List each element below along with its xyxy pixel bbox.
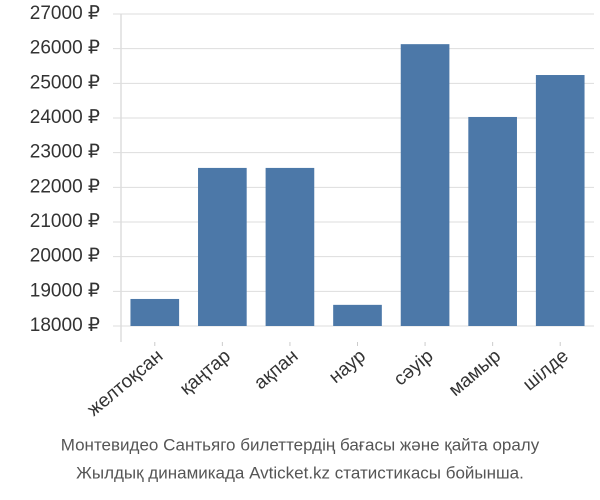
x-tick-label: қаңтар xyxy=(176,346,235,400)
y-tick-label: 27000 ₽ xyxy=(30,3,100,24)
bar xyxy=(130,298,180,326)
y-tick-label: 26000 ₽ xyxy=(30,38,100,59)
y-tick-label: 19000 ₽ xyxy=(30,280,100,301)
y-tick-label: 25000 ₽ xyxy=(30,72,100,93)
bar xyxy=(198,167,247,326)
bar xyxy=(535,75,585,326)
y-tick-label: 21000 ₽ xyxy=(30,211,100,232)
x-tick-label: шілде xyxy=(519,346,573,396)
x-tick-label: наур xyxy=(325,346,370,388)
chart-subtitle: Жылдық динамикада Avticket.kz статистика… xyxy=(76,463,524,482)
x-tick-label: сәуір xyxy=(390,346,437,391)
x-tick-label: ақпан xyxy=(250,346,302,394)
y-tick-label: 22000 ₽ xyxy=(30,176,100,197)
bar xyxy=(265,167,315,326)
y-tick-label: 23000 ₽ xyxy=(30,142,100,163)
chart-title: Монтевидео Сантьяго билеттердің бағасы ж… xyxy=(61,435,540,454)
x-tick-label: мамыр xyxy=(445,346,505,401)
y-tick-label: 24000 ₽ xyxy=(30,107,100,128)
x-tick-label: желтоқсан xyxy=(84,346,168,421)
y-tick-label: 18000 ₽ xyxy=(30,315,100,336)
y-tick-label: 20000 ₽ xyxy=(30,246,100,267)
bar xyxy=(333,304,382,326)
bar xyxy=(400,44,450,326)
bar xyxy=(468,116,517,327)
